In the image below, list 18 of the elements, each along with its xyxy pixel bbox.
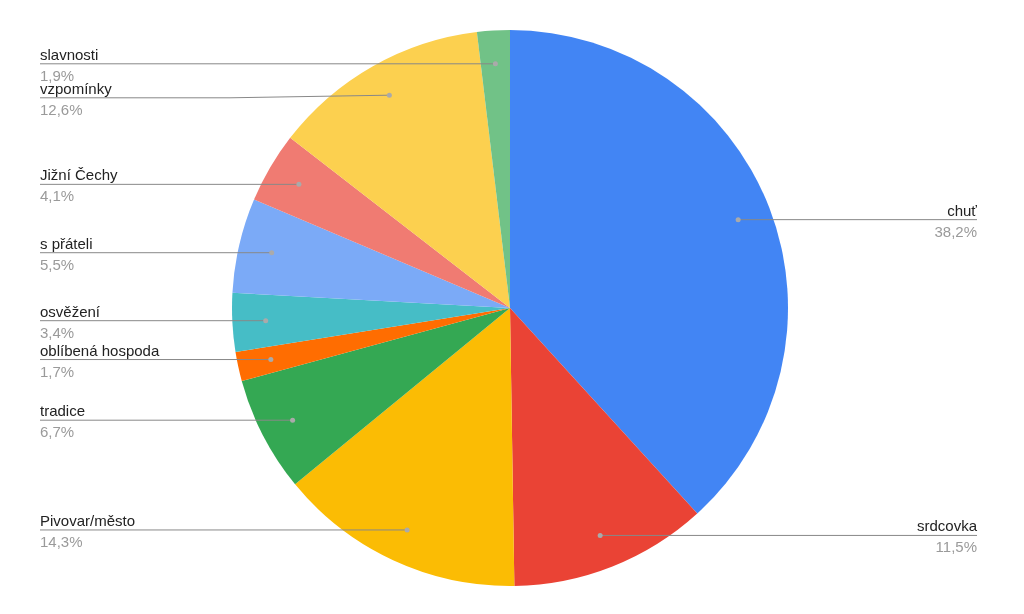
- slice-label: s přáteli: [40, 234, 93, 252]
- slice-label: oblíbená hospoda: [40, 341, 160, 359]
- slice-label: Pivovar/město: [40, 511, 136, 529]
- data-label: 1,7%: [40, 362, 75, 380]
- data-label: 3,4%: [40, 323, 75, 341]
- slice-label: chuť: [947, 201, 978, 219]
- slice-label: srdcovka: [916, 517, 978, 535]
- data-label: 4,1%: [40, 187, 75, 205]
- data-label: 12,6%: [40, 100, 83, 118]
- data-label: 5,5%: [40, 255, 75, 273]
- data-label: 38,2%: [934, 222, 977, 240]
- data-label: 11,5%: [935, 538, 977, 556]
- data-label: 14,3%: [40, 532, 83, 550]
- data-label: 6,7%: [40, 423, 75, 441]
- slice-label: tradice: [40, 402, 86, 420]
- slice-label: slavnosti: [40, 45, 99, 63]
- slice-label: osvěžení: [40, 302, 101, 320]
- slice-label: Jižní Čechy: [40, 166, 119, 184]
